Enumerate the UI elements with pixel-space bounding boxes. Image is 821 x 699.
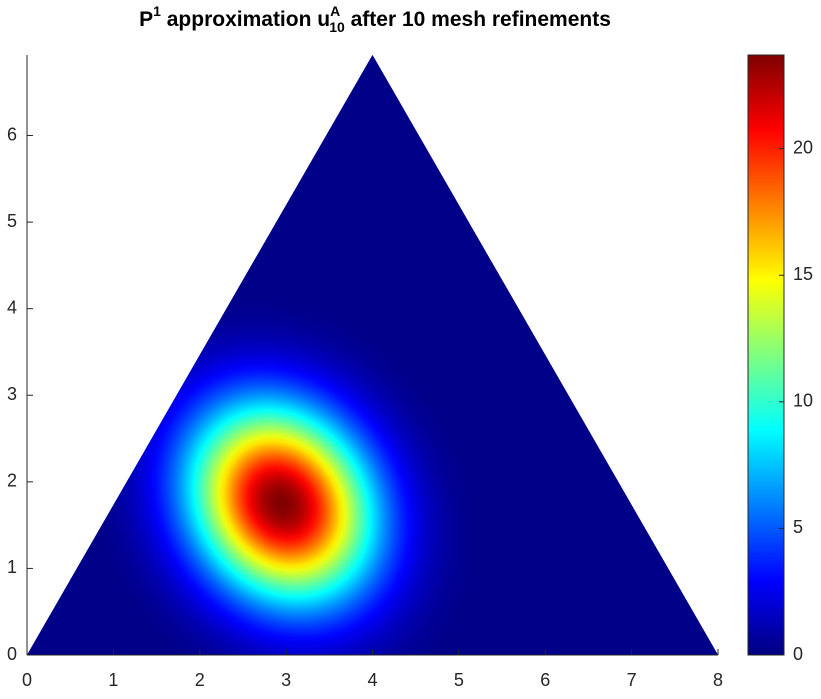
colorbar-tick-label: 10: [793, 391, 813, 411]
title-part: approximation u: [161, 8, 330, 31]
y-tick-label: 2: [7, 471, 17, 491]
x-tick-label: 7: [627, 670, 637, 690]
y-tick-label: 6: [7, 124, 17, 144]
y-tick-label: 5: [7, 211, 17, 231]
x-tick-label: 6: [540, 670, 550, 690]
chart-title: P1 approximation uA 10 after 10 mesh refi…: [139, 3, 611, 35]
y-tick-label: 0: [7, 644, 17, 664]
y-tick-label: 4: [7, 297, 17, 317]
x-tick-label: 5: [454, 670, 464, 690]
colorbar-tick-label: 5: [793, 517, 803, 537]
title-part: after 10 mesh refinements: [345, 8, 611, 31]
title-part: A: [330, 3, 340, 19]
colorbar: [747, 54, 785, 656]
colorbar-tick-label: 20: [793, 137, 813, 157]
y-tick-label: 3: [7, 384, 17, 404]
x-tick-label: 0: [22, 670, 32, 690]
x-tick-label: 3: [281, 670, 291, 690]
y-tick-label: 1: [7, 557, 17, 577]
colorbar-tick-label: 15: [793, 264, 813, 284]
colorbar-tick-label: 0: [793, 644, 803, 664]
x-tick-label: 8: [713, 670, 723, 690]
title-part: P: [139, 8, 153, 31]
x-tick-label: 2: [195, 670, 205, 690]
x-tick-label: 4: [367, 670, 377, 690]
x-tick-label: 1: [108, 670, 118, 690]
title-part: 1: [153, 3, 161, 19]
field-peak: [27, 55, 718, 655]
title-part: 10: [329, 19, 345, 35]
